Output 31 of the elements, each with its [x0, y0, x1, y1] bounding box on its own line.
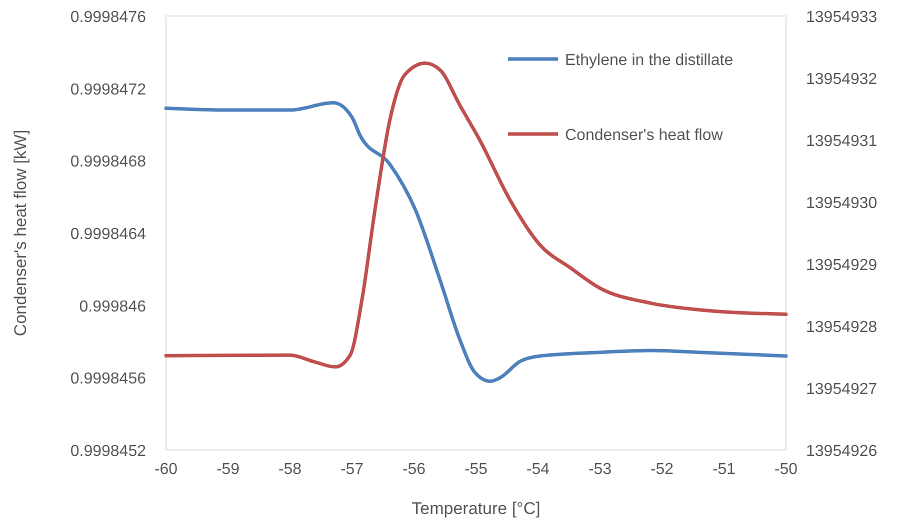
legend-label: Condenser's heat flow — [565, 127, 724, 144]
y-tick-label: 0.9998472 — [70, 81, 146, 98]
x-tick-label: -56 — [402, 461, 426, 478]
y2-tick-label: 13954933 — [806, 9, 878, 26]
y2-tick-label: 13954928 — [806, 319, 878, 336]
y2-tick-label: 13954926 — [806, 443, 878, 460]
y-tick-label: 0.9998468 — [70, 154, 146, 171]
y2-tick-label: 13954927 — [806, 381, 878, 398]
y-tick-label: 0.9998456 — [70, 370, 146, 388]
x-tick-label: -54 — [526, 461, 550, 478]
x-tick-label: -52 — [650, 461, 674, 478]
y2-tick-label: 13954932 — [806, 71, 878, 88]
y-axis-title: Condenser's heat flow [kW] — [11, 130, 30, 336]
x-tick-label: -60 — [154, 461, 178, 478]
x-tick-label: -50 — [774, 461, 798, 478]
x-tick-label: -55 — [464, 461, 488, 478]
y-tick-label: 0.9998476 — [70, 9, 146, 26]
y-tick-label: 0.9998452 — [70, 443, 146, 460]
x-tick-label: -58 — [278, 461, 302, 478]
line-series — [164, 101, 788, 384]
x-axis-title: Temperature [°C] — [412, 499, 540, 518]
y-tick-label: 0.999846 — [79, 298, 146, 316]
x-tick-label: -53 — [588, 461, 612, 478]
y-tick-label: 0.9998464 — [70, 226, 146, 243]
x-tick-label: -57 — [340, 461, 364, 478]
y2-tick-label: 13954931 — [806, 133, 878, 150]
x-tick-label: -51 — [712, 461, 736, 478]
y2-tick-label: 13954930 — [806, 195, 878, 212]
x-tick-label: -59 — [216, 461, 240, 478]
y2-tick-label: 13954929 — [806, 257, 878, 274]
legend-label: Ethylene in the distillate — [565, 52, 734, 69]
